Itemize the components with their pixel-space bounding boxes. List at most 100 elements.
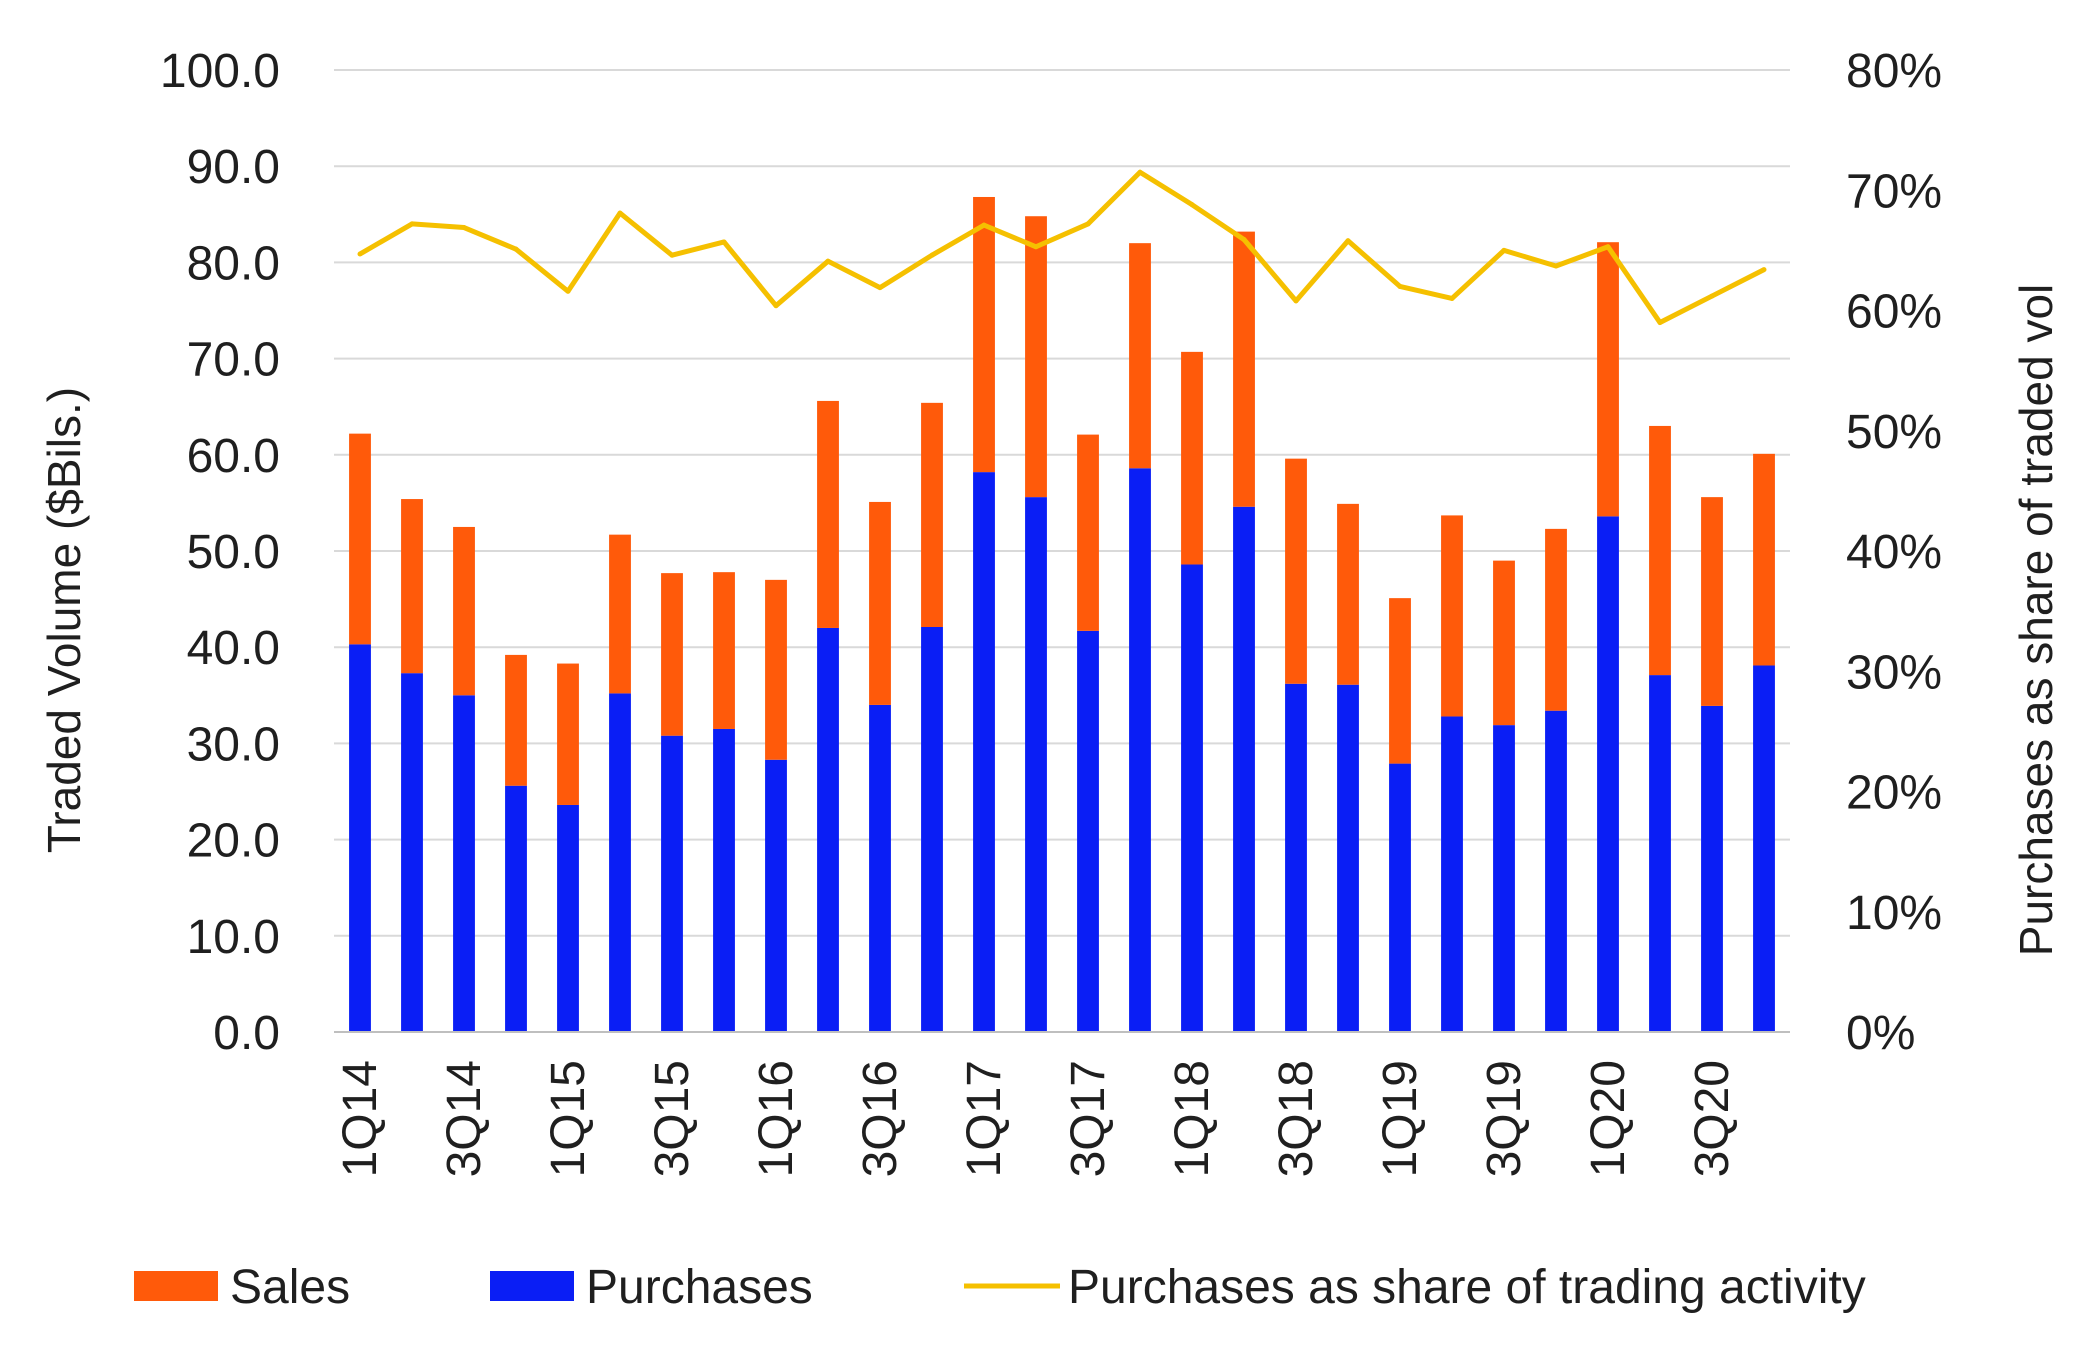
share-point <box>513 246 519 252</box>
sales-bar <box>817 400 839 628</box>
legend-swatch <box>490 1271 574 1301</box>
sales-bar <box>869 501 891 705</box>
sales-bar <box>1233 231 1255 507</box>
share-point <box>1189 202 1195 208</box>
sales-bar <box>349 433 371 645</box>
y-axis-title: Traded Volume ($Bils.) <box>38 387 90 853</box>
share-point <box>877 285 883 291</box>
purchases-bar <box>817 627 839 1032</box>
share-point <box>565 288 571 294</box>
sales-bar <box>557 663 579 805</box>
y-tick-label: 10.0 <box>187 911 280 964</box>
purchases-bar <box>401 673 423 1032</box>
x-tick-label: 3Q19 <box>1478 1060 1531 1177</box>
sales-bar <box>1701 497 1723 706</box>
gridlines <box>334 69 1790 937</box>
purchases-bar <box>1077 630 1099 1032</box>
x-tick-label: 1Q15 <box>542 1060 595 1177</box>
y2-axis-title: Purchases as share of traded vol <box>2010 284 2062 956</box>
share-point <box>1657 320 1663 326</box>
purchases-bar <box>1597 516 1619 1032</box>
sales-bar <box>1129 243 1151 469</box>
y-tick-label: 80.0 <box>187 237 280 290</box>
share-point <box>1761 267 1767 273</box>
y2-tick-label: 10% <box>1846 887 1942 940</box>
share-point <box>1033 244 1039 250</box>
x-tick-label: 3Q15 <box>646 1060 699 1177</box>
share-point <box>1397 283 1403 289</box>
purchases-bar <box>1389 763 1411 1032</box>
share-point <box>1241 237 1247 243</box>
y-tick-label: 20.0 <box>187 815 280 868</box>
purchases-bar <box>765 759 787 1032</box>
purchases-bar <box>1441 716 1463 1032</box>
legend-label: Purchases as share of trading activity <box>1068 1261 1866 1314</box>
share-point <box>409 221 415 227</box>
y2-tick-label: 20% <box>1846 767 1942 820</box>
purchases-bar <box>973 472 995 1033</box>
sales-bar <box>505 654 527 786</box>
sales-bar <box>1753 453 1775 666</box>
share-point <box>721 239 727 245</box>
x-tick-label: 3Q16 <box>854 1060 907 1177</box>
y2-tick-label: 60% <box>1846 286 1942 339</box>
x-tick-label: 1Q18 <box>1166 1060 1219 1177</box>
share-point <box>669 252 675 258</box>
purchases-bar <box>1493 725 1515 1032</box>
share-point <box>1345 238 1351 244</box>
share-point <box>1137 169 1143 175</box>
y2-tick-label: 70% <box>1846 165 1942 218</box>
share-point <box>1605 244 1611 250</box>
purchases-bar <box>1129 468 1151 1032</box>
x-tick-label: 1Q20 <box>1582 1060 1635 1177</box>
y-tick-label: 30.0 <box>187 718 280 771</box>
sales-bar <box>661 573 683 736</box>
share-point <box>1501 247 1507 253</box>
sales-bar <box>1181 351 1203 565</box>
share-point <box>357 251 363 257</box>
axes: 0.0 10.0 20.0 30.0 40.0 50.0 60.0 70.0 80.0 90.0 1… <box>160 45 1942 1177</box>
sales-bar <box>609 534 631 694</box>
purchases-bar <box>713 728 735 1032</box>
purchases-bar <box>453 695 475 1032</box>
share-point <box>461 225 467 231</box>
sales-bar <box>713 572 735 729</box>
purchases-bar <box>1753 665 1775 1032</box>
sales-bar <box>1493 560 1515 726</box>
y2-tick-label: 80% <box>1846 45 1942 98</box>
share-point <box>773 303 779 309</box>
sales-bar <box>1545 528 1567 711</box>
sales-bar <box>1649 425 1671 676</box>
legend: Sales Purchases Purchases as share of trad… <box>134 1261 1866 1314</box>
y-tick-label: 90.0 <box>187 141 280 194</box>
share-point <box>981 222 987 228</box>
y2-tick-label: 30% <box>1846 646 1942 699</box>
x-tick-label: 3Q20 <box>1686 1060 1739 1177</box>
legend-label: Purchases <box>586 1261 813 1314</box>
share-point <box>617 210 623 216</box>
x-tick-label: 1Q14 <box>334 1060 387 1177</box>
x-tick-label: 3Q18 <box>1270 1060 1323 1177</box>
purchases-bar <box>1337 684 1359 1032</box>
purchases-bar <box>921 626 943 1032</box>
y-tick-label: 70.0 <box>187 334 280 387</box>
sales-bar <box>1337 503 1359 685</box>
x-tick-label: 1Q19 <box>1374 1060 1427 1177</box>
sales-bar <box>401 499 423 674</box>
share-point <box>1085 221 1091 227</box>
purchases-bar <box>869 704 891 1032</box>
purchases-bar <box>1545 710 1567 1032</box>
purchases-bar <box>1181 564 1203 1032</box>
legend-label: Sales <box>230 1261 350 1314</box>
sales-bar <box>921 402 943 627</box>
sales-bar <box>1441 515 1463 717</box>
sales-bar <box>1389 598 1411 764</box>
sales-bar <box>1597 242 1619 517</box>
y-tick-label: 40.0 <box>187 622 280 675</box>
sales-bar <box>973 196 995 473</box>
sales-bar <box>1077 434 1099 631</box>
purchases-bar <box>1649 675 1671 1032</box>
y-tick-label: 60.0 <box>187 430 280 483</box>
y-tick-label: 50.0 <box>187 526 280 579</box>
